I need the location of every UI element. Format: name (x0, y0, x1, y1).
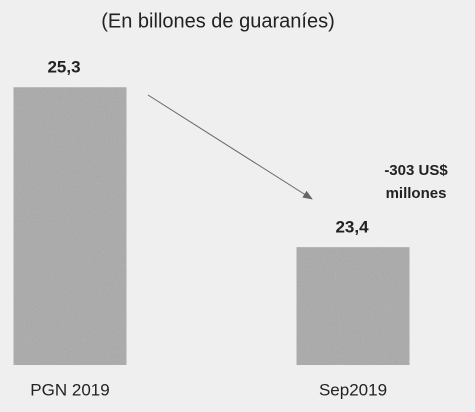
x-tick-label: PGN 2019 (30, 380, 109, 399)
annotation: -303 US$ (384, 162, 448, 179)
value-label: 25,3 (47, 58, 80, 77)
bar (13, 87, 127, 365)
chart-subtitle: (En billones de guaraníes) (101, 10, 334, 32)
value-label: 23,4 (335, 218, 369, 237)
x-tick-label: Sep2019 (319, 380, 387, 399)
plot-area: 25,3 PGN 2019 23,4 Sep2019 -303 US$ millones (13, 58, 448, 399)
annotation: millones (386, 185, 447, 202)
bar (296, 247, 410, 365)
change-arrow (147, 94, 313, 200)
